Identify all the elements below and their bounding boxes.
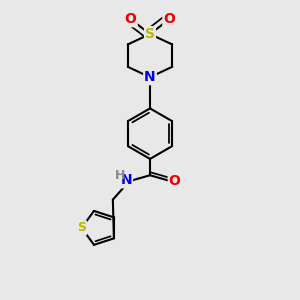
Text: S: S xyxy=(77,221,86,234)
Text: O: O xyxy=(125,12,136,26)
Text: O: O xyxy=(164,12,175,26)
Text: O: O xyxy=(169,174,181,188)
Text: S: S xyxy=(145,27,155,41)
Text: N: N xyxy=(144,70,156,84)
Text: H: H xyxy=(115,169,125,182)
Text: N: N xyxy=(120,173,132,187)
